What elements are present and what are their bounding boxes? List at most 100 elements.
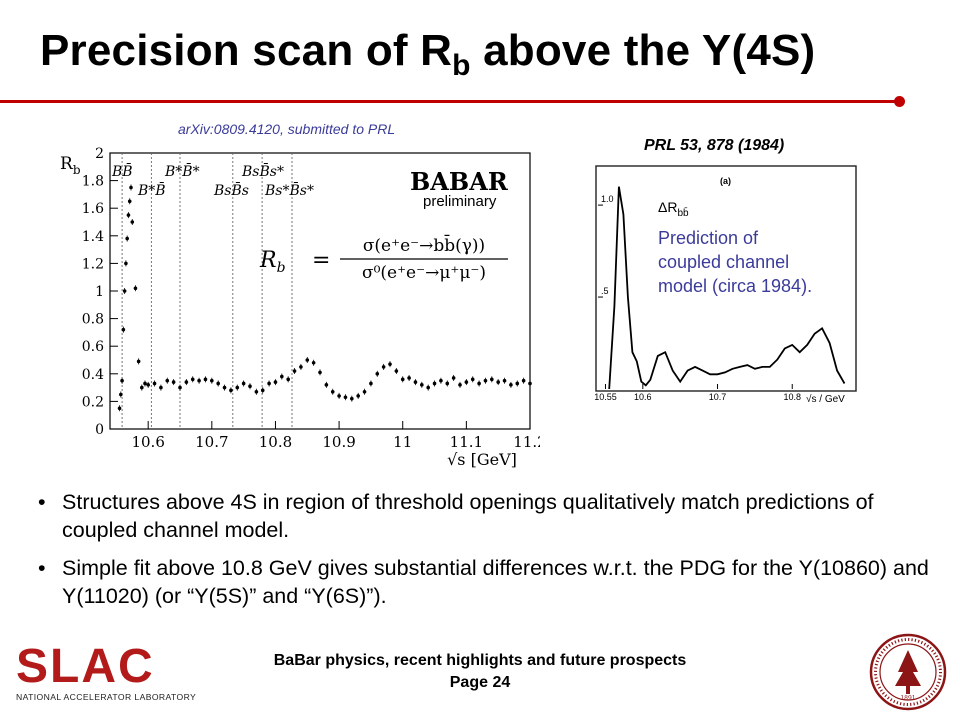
data-point [477,381,481,386]
data-point [413,380,418,384]
coupled-channel-prediction-plot: (a) ΔRbb̄ 10.55 10.6 10.7 10.8 .5 1.0 √s / Ge… [592,162,868,408]
right-figure-citation: PRL 53, 878 (1984) [644,137,785,154]
left-figure-citation: arXiv:0809.4120, submitted to PRL [178,121,396,137]
data-point [362,389,367,394]
data-point [197,378,201,383]
data-point [521,378,526,383]
data-point [280,374,284,379]
x-tick-label: 10.7 [709,392,727,402]
data-point [451,376,456,380]
threshold-label: BB̄ [111,162,133,180]
svg-text:=: = [312,248,330,273]
title-rule [0,100,900,103]
data-point [502,378,507,383]
plot-frame [595,165,857,392]
data-point [248,384,252,389]
y-tick-label: 1.8 [82,174,104,190]
data-point [222,385,227,390]
data-point [159,385,163,390]
data-point [305,358,310,362]
x-tick-label: 11.1 [450,433,483,451]
data-point [388,362,392,366]
data-point [124,261,128,266]
x-tick-label: 10.8 [783,392,801,402]
data-point [146,383,150,387]
data-point [394,369,399,373]
x-tick-label: 10.7 [195,433,228,451]
data-point [330,389,335,394]
threshold-label: BsB̄s [213,181,249,199]
data-point [490,377,494,382]
svg-text:σ(e⁺e⁻→bb̄(γ)): σ(e⁺e⁻→bb̄(γ)) [363,233,485,256]
data-point [254,389,259,394]
data-point [119,392,123,397]
svg-text:coupled channel: coupled channel [658,252,789,272]
threshold-label: B*B̄* [164,162,200,180]
title-rule-dot [894,96,905,107]
data-point [117,406,122,411]
data-point [311,360,316,365]
data-point [121,327,126,332]
data-point [130,220,135,224]
data-point [458,383,462,387]
y-tick-label: .5 [601,286,609,296]
x-tick-label: 10.8 [259,433,292,451]
y-tick-label: 0.6 [82,339,104,355]
y-axis-label: Rb [60,154,81,177]
data-point [140,385,144,390]
data-point [184,380,189,384]
x-tick-label: 11.2 [513,433,540,451]
data-point [267,381,271,386]
footer-talk-title: BaBar physics, recent highlights and fut… [273,652,687,669]
data-point [343,395,348,400]
data-point [445,381,450,386]
data-point [152,381,157,386]
x-tick-label: 10.55 [594,392,617,402]
babar-logo: BABAR [410,167,509,196]
stanford-seal-icon: 1891 [869,633,947,711]
quantity-label: ΔRbb̄ [658,199,689,219]
rb-scan-plot: 10.610.710.810.91111.111.200.20.40.60.81… [60,146,540,469]
data-point [216,381,220,386]
y-tick-label: 0.4 [82,367,104,383]
y-tick-label: 1.6 [82,201,104,217]
data-point [496,380,500,384]
rb-formula: Rb = σ(e⁺e⁻→bb̄(γ)) σ⁰(e⁺e⁻→μ⁺μ⁻) [259,233,508,283]
babar-preliminary: preliminary [423,193,497,210]
data-point [120,378,124,383]
threshold-label: Bs*B̄s* [264,181,314,199]
data-point [133,286,138,291]
data-point [129,185,133,190]
threshold-label: B*B̄ [137,181,166,199]
x-tick-label: 10.6 [131,433,164,451]
data-point [122,289,127,293]
x-tick-label: 11 [393,433,412,451]
data-point [515,381,520,386]
slac-logo: SLAC NATIONAL ACCELERATOR LABORATORY [16,640,196,702]
svg-text:model (circa 1984).: model (circa 1984). [658,276,812,296]
prediction-curve [608,186,846,390]
data-point [337,394,341,398]
slide-title: Precision scan of Rb above the Y(4S) [40,26,816,82]
data-point [210,378,214,383]
bullet-list: • Structures above 4S in region of thresh… [38,488,938,620]
data-point [136,359,141,364]
data-point [229,388,233,393]
data-point [369,381,373,386]
title-subscript: b [452,49,471,82]
data-point [407,376,411,380]
prediction-annotation: Prediction of coupled channel model (cir… [658,228,812,296]
data-point [260,388,265,393]
y-tick-label: 0.8 [82,312,104,328]
data-point [400,377,405,382]
data-point [125,236,129,241]
data-point [178,385,182,390]
data-point [426,385,430,390]
data-point [190,377,195,382]
data-point [126,213,131,217]
panel-label: (a) [720,176,731,186]
svg-text:Rb: Rb [259,248,286,276]
x-tick-label: 10.9 [322,433,355,451]
bullet-item: • Structures above 4S in region of thresh… [38,490,874,542]
svg-text:σ⁰(e⁺e⁻→μ⁺μ⁻): σ⁰(e⁺e⁻→μ⁺μ⁻) [362,263,486,283]
